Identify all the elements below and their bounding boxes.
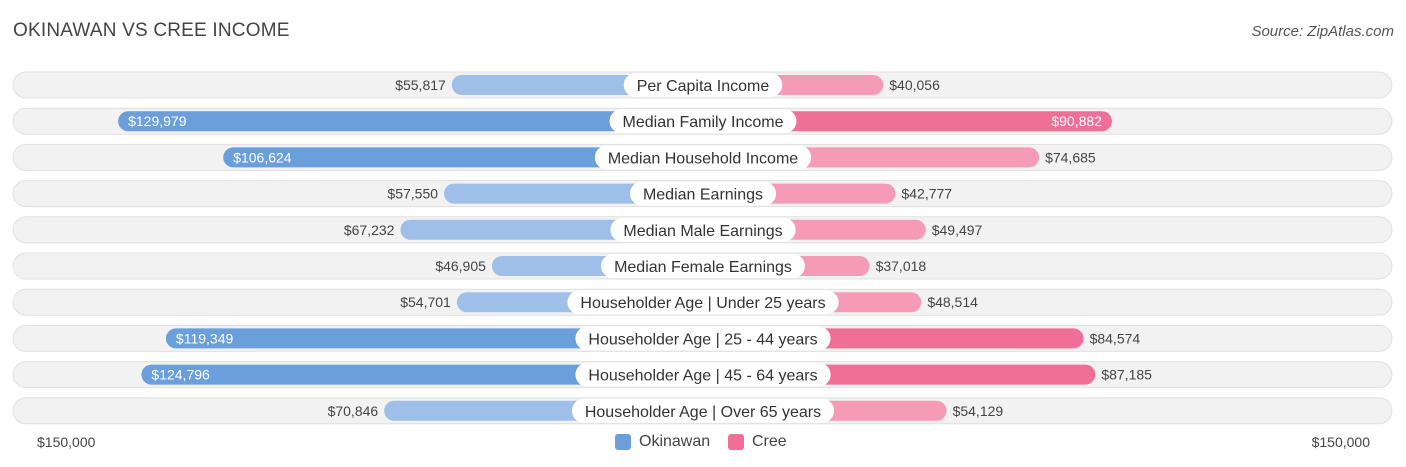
legend-item-cree: Cree	[728, 432, 787, 452]
value-label-okinawan: $106,624	[233, 149, 292, 165]
category-label: Median Family Income	[623, 114, 784, 131]
bar-okinawan	[118, 111, 704, 132]
category-label-pill	[623, 73, 783, 97]
value-label-cree: $49,497	[932, 222, 983, 238]
legend-swatch-okinawan	[615, 434, 631, 450]
legend-label-okinawan: Okinawan	[639, 433, 711, 450]
category-label-pill	[567, 290, 839, 315]
value-label-cree: $87,185	[1101, 367, 1152, 383]
category-label-pill	[575, 326, 831, 351]
category-label-pill	[629, 181, 777, 206]
category-label: Median Female Earnings	[614, 259, 792, 276]
category-label: Householder Age | Over 65 years	[585, 404, 821, 421]
value-label-cree: $90,882	[1051, 113, 1102, 129]
value-label-okinawan: $67,232	[344, 222, 395, 238]
value-label-cree: $74,685	[1045, 149, 1096, 165]
category-label-pill	[609, 109, 797, 134]
category-label: Median Household Income	[608, 150, 798, 167]
legend-label-cree: Cree	[752, 433, 787, 450]
legend-item-okinawan: Okinawan	[615, 432, 710, 452]
category-label: Householder Age | 25 - 44 years	[588, 331, 817, 348]
value-label-okinawan: $70,846	[328, 403, 379, 419]
axis-left-label: $150,000	[37, 434, 96, 450]
value-label-okinawan: $54,701	[400, 294, 451, 310]
legend-swatch-cree	[728, 434, 744, 450]
axis-right-label: $150,000	[1311, 434, 1370, 450]
value-label-cree: $40,056	[889, 77, 940, 93]
category-label: Median Male Earnings	[623, 223, 782, 240]
category-label-pill	[601, 254, 805, 278]
value-label-okinawan: $57,550	[387, 186, 438, 202]
value-label-cree: $48,514	[927, 294, 978, 310]
chart-title: OKINAWAN VS CREE INCOME	[13, 20, 290, 41]
bar-okinawan	[165, 328, 703, 349]
source-label: Source: ZipAtlas.com	[1251, 23, 1394, 40]
category-label-pill	[610, 217, 796, 242]
category-label: Householder Age | Under 25 years	[580, 295, 825, 312]
value-label-okinawan: $124,796	[151, 367, 210, 383]
value-label-cree: $37,018	[876, 258, 927, 274]
category-label-pill	[571, 398, 835, 423]
value-label-okinawan: $119,349	[176, 330, 234, 346]
value-label-okinawan: $55,817	[395, 77, 446, 93]
value-label-okinawan: $46,905	[435, 258, 486, 274]
category-label: Per Capita Income	[637, 78, 770, 95]
value-label-cree: $54,129	[953, 403, 1004, 419]
category-label: Householder Age | 45 - 64 years	[588, 368, 817, 385]
bar-okinawan	[223, 147, 703, 168]
diverging-bar-chart: $55,817 $40,056 Per Capita Income $129,979 $…	[12, 71, 1393, 425]
value-label-cree: $84,574	[1090, 330, 1141, 346]
value-label-okinawan: $129,979	[128, 113, 187, 129]
category-label: Median Earnings	[643, 187, 763, 204]
category-label-pill	[575, 362, 831, 387]
value-label-cree: $42,777	[901, 186, 952, 202]
bar-okinawan	[141, 364, 704, 385]
category-label-pill	[594, 145, 812, 170]
bar-cree	[703, 111, 1112, 132]
